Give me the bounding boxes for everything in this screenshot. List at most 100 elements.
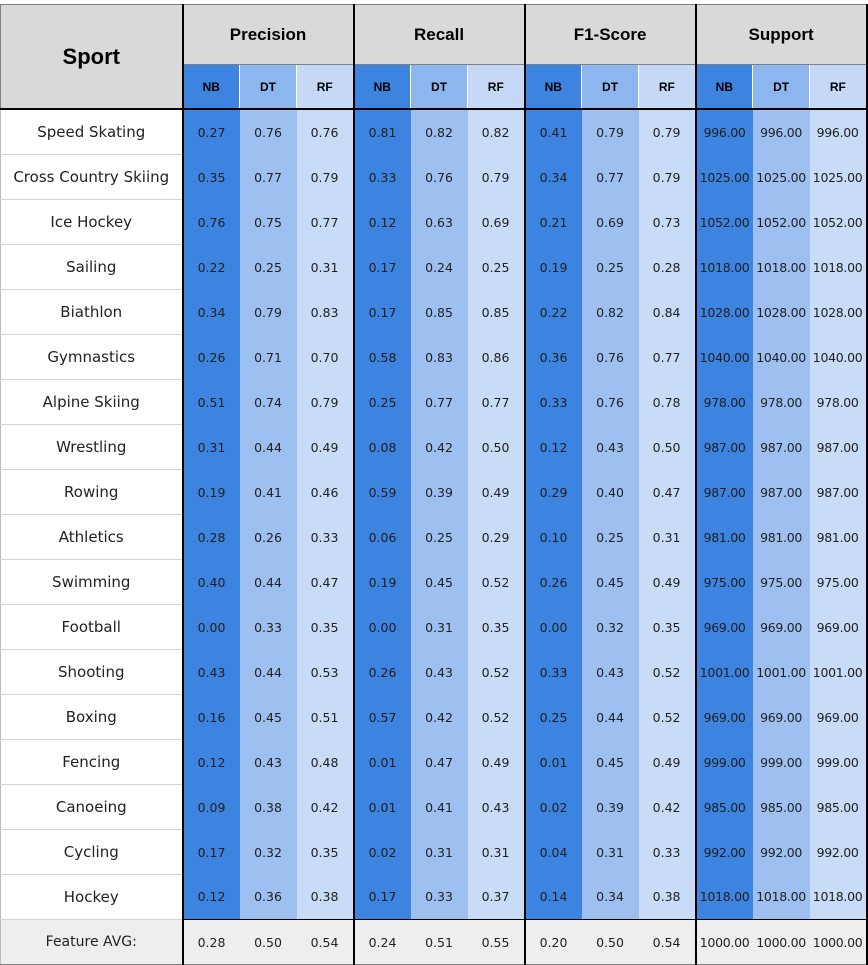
f1-score-rf-cell: 0.79 xyxy=(638,154,696,200)
sport-name-cell: Swimming xyxy=(0,559,183,605)
f1-score-nb-cell: 0.34 xyxy=(523,154,582,200)
precision-nb-subheader: NB xyxy=(181,64,240,110)
support-dt-cell: 985.00 xyxy=(752,784,810,830)
sport-name-cell: Biathlon xyxy=(0,289,183,335)
recall-nb-cell: 0.81 xyxy=(352,109,411,155)
f1-score-rf-cell: 0.42 xyxy=(638,784,696,830)
support-nb-cell: 981.00 xyxy=(694,514,753,560)
precision-nb-cell: 0.17 xyxy=(181,829,240,875)
recall-rf-cell: 0.29 xyxy=(467,514,525,560)
recall-dt-cell: 0.45 xyxy=(410,559,468,605)
support-nb-cell: 1001.00 xyxy=(694,649,753,695)
precision-rf-average-cell: 0.54 xyxy=(296,919,354,965)
support-dt-cell: 978.00 xyxy=(752,379,810,425)
sport-name-cell: Ice Hockey xyxy=(0,199,183,245)
support-nb-cell: 969.00 xyxy=(694,604,753,650)
f1-score-rf-cell: 0.79 xyxy=(638,109,696,155)
recall-dt-cell: 0.31 xyxy=(410,829,468,875)
f1-score-nb-cell: 0.10 xyxy=(523,514,582,560)
f1-score-rf-cell: 0.35 xyxy=(638,604,696,650)
f1-score-dt-cell: 0.79 xyxy=(581,109,639,155)
table-row: Athletics 0.28 0.26 0.33 0.06 0.25 0.29 0.10 0.2… xyxy=(0,514,868,560)
table-row: Boxing 0.16 0.45 0.51 0.57 0.42 0.52 0.25 0.44 0.… xyxy=(0,694,868,740)
support-rf-cell: 1018.00 xyxy=(809,874,868,920)
f1-score-nb-cell: 0.04 xyxy=(523,829,582,875)
support-nb-cell: 969.00 xyxy=(694,694,753,740)
precision-dt-cell: 0.76 xyxy=(239,109,297,155)
table-row: Shooting 0.43 0.44 0.53 0.26 0.43 0.52 0.33 0.43… xyxy=(0,649,868,695)
sport-name-cell: Speed Skating xyxy=(0,109,183,155)
sport-name-cell: Wrestling xyxy=(0,424,183,470)
precision-nb-cell: 0.12 xyxy=(181,874,240,920)
recall-nb-cell: 0.17 xyxy=(352,874,411,920)
precision-nb-cell: 0.09 xyxy=(181,784,240,830)
f1-score-rf-cell: 0.28 xyxy=(638,244,696,290)
precision-rf-cell: 0.38 xyxy=(296,874,354,920)
support-dt-cell: 969.00 xyxy=(752,694,810,740)
recall-rf-cell: 0.50 xyxy=(467,424,525,470)
recall-nb-cell: 0.02 xyxy=(352,829,411,875)
recall-dt-cell: 0.42 xyxy=(410,694,468,740)
support-nb-cell: 996.00 xyxy=(694,109,753,155)
table-row: Hockey 0.12 0.36 0.38 0.17 0.33 0.37 0.14 0.34 0.… xyxy=(0,874,868,920)
feature-average-label: Feature AVG: xyxy=(0,919,183,965)
support-nb-cell: 987.00 xyxy=(694,469,753,515)
recall-rf-cell: 0.52 xyxy=(467,559,525,605)
recall-dt-cell: 0.77 xyxy=(410,379,468,425)
support-rf-cell: 992.00 xyxy=(809,829,868,875)
f1-score-rf-cell: 0.73 xyxy=(638,199,696,245)
recall-nb-cell: 0.01 xyxy=(352,784,411,830)
precision-dt-subheader: DT xyxy=(239,64,297,110)
table-body: Speed Skating 0.27 0.76 0.76 0.81 0.82 0.82 0.4… xyxy=(0,109,868,965)
f1-score-rf-cell: 0.50 xyxy=(638,424,696,470)
sport-name-cell: Gymnastics xyxy=(0,334,183,380)
recall-rf-cell: 0.49 xyxy=(467,739,525,785)
f1-score-dt-cell: 0.43 xyxy=(581,649,639,695)
precision-nb-cell: 0.76 xyxy=(181,199,240,245)
recall-dt-cell: 0.41 xyxy=(410,784,468,830)
recall-rf-cell: 0.52 xyxy=(467,694,525,740)
recall-nb-cell: 0.33 xyxy=(352,154,411,200)
support-rf-cell: 985.00 xyxy=(809,784,868,830)
precision-dt-average-cell: 0.50 xyxy=(239,919,297,965)
recall-rf-cell: 0.25 xyxy=(467,244,525,290)
sport-name-cell: Cycling xyxy=(0,829,183,875)
precision-dt-cell: 0.25 xyxy=(239,244,297,290)
support-rf-cell: 1025.00 xyxy=(809,154,868,200)
support-rf-subheader: RF xyxy=(809,64,868,110)
support-nb-cell: 999.00 xyxy=(694,739,753,785)
sport-name-cell: Boxing xyxy=(0,694,183,740)
sport-name-cell: Sailing xyxy=(0,244,183,290)
support-dt-cell: 996.00 xyxy=(752,109,810,155)
recall-rf-cell: 0.82 xyxy=(467,109,525,155)
f1-score-dt-cell: 0.32 xyxy=(581,604,639,650)
support-rf-cell: 969.00 xyxy=(809,604,868,650)
f1-score-nb-average-cell: 0.20 xyxy=(523,919,582,965)
support-dt-subheader: DT xyxy=(752,64,810,110)
f1-score-rf-cell: 0.77 xyxy=(638,334,696,380)
table-row: Rowing 0.19 0.41 0.46 0.59 0.39 0.49 0.29 0.40 0.… xyxy=(0,469,868,515)
recall-dt-cell: 0.85 xyxy=(410,289,468,335)
support-nb-cell: 1028.00 xyxy=(694,289,753,335)
recall-dt-cell: 0.43 xyxy=(410,649,468,695)
precision-nb-cell: 0.00 xyxy=(181,604,240,650)
support-rf-cell: 987.00 xyxy=(809,424,868,470)
sport-name-cell: Canoeing xyxy=(0,784,183,830)
support-rf-cell: 999.00 xyxy=(809,739,868,785)
support-dt-average-cell: 1000.00 xyxy=(752,919,810,965)
f1-score-dt-cell: 0.25 xyxy=(581,244,639,290)
recall-nb-cell: 0.26 xyxy=(352,649,411,695)
f1-score-nb-cell: 0.21 xyxy=(523,199,582,245)
recall-group-header: Recall xyxy=(352,4,526,65)
recall-rf-cell: 0.35 xyxy=(467,604,525,650)
f1-score-rf-subheader: RF xyxy=(638,64,696,110)
f1-score-nb-cell: 0.36 xyxy=(523,334,582,380)
support-dt-cell: 992.00 xyxy=(752,829,810,875)
recall-nb-cell: 0.06 xyxy=(352,514,411,560)
precision-dt-cell: 0.43 xyxy=(239,739,297,785)
recall-rf-cell: 0.31 xyxy=(467,829,525,875)
support-rf-average-cell: 1000.00 xyxy=(809,919,868,965)
precision-dt-cell: 0.77 xyxy=(239,154,297,200)
f1-score-nb-subheader: NB xyxy=(523,64,582,110)
precision-dt-cell: 0.79 xyxy=(239,289,297,335)
